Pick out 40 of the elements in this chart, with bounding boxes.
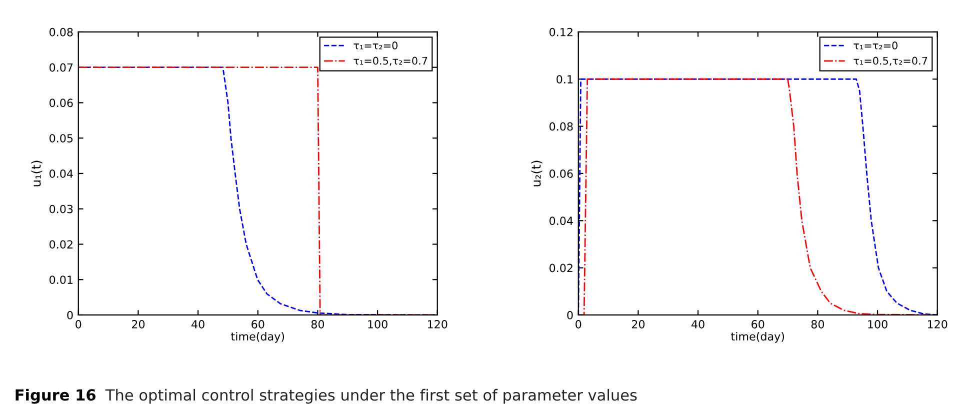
y-tick-label: 0 xyxy=(567,310,573,320)
x-tick-label: 80 xyxy=(311,320,324,328)
y-tick-label: 0.03 xyxy=(50,204,73,214)
y-tick-label: 0.05 xyxy=(50,134,73,142)
x-axis-title: time(day) xyxy=(731,332,784,343)
x-tick-label: 20 xyxy=(132,320,145,328)
legend-label: τ₁=0.5,τ₂=0.7 xyxy=(354,56,428,66)
x-tick-label: 40 xyxy=(692,320,704,328)
y-tick-label: 0.02 xyxy=(50,240,72,249)
y-tick-label: 0 xyxy=(67,310,73,320)
x-tick-label: 80 xyxy=(811,320,824,328)
text: The optimal control strategies under the first set of parameter values xyxy=(105,388,637,404)
caption: Figure 16 xyxy=(16,388,96,404)
x-tick-label: 120 xyxy=(928,320,948,328)
x-tick-label: 20 xyxy=(632,320,645,328)
x-tick-label: 100 xyxy=(368,320,388,328)
y-axis-title: u₁(t) xyxy=(31,160,42,186)
y-tick-label: 0.12 xyxy=(550,28,572,36)
y-tick-label: 0.06 xyxy=(50,98,73,108)
y-tick-label: 0.01 xyxy=(50,276,73,284)
y-tick-label: 0.04 xyxy=(550,216,573,226)
x-tick-label: 100 xyxy=(868,320,888,328)
y-tick-label: 0.1 xyxy=(556,75,572,84)
legend-label: τ₁=0.5,τ₂=0.7 xyxy=(854,56,928,66)
y-tick-label: 0.02 xyxy=(550,264,572,272)
y-axis-title: u₂(t) xyxy=(531,160,542,186)
x-axis-title: time(day) xyxy=(231,332,284,343)
y-tick-label: 0.08 xyxy=(550,122,573,131)
legend-label: τ₁=τ₂=0 xyxy=(854,42,898,50)
y-tick-label: 0.07 xyxy=(50,63,73,72)
x-tick-label: 40 xyxy=(192,320,204,328)
x-tick-label: 0 xyxy=(576,320,582,328)
x-tick-label: 60 xyxy=(752,320,764,328)
y-tick-label: 0.04 xyxy=(50,169,73,178)
x-tick-label: 0 xyxy=(76,320,82,328)
y-tick-label: 0.08 xyxy=(50,28,73,36)
x-tick-label: 60 xyxy=(252,320,264,328)
x-tick-label: 120 xyxy=(428,320,448,328)
legend-label: τ₁=τ₂=0 xyxy=(354,42,398,50)
y-tick-label: 0.06 xyxy=(550,169,573,178)
